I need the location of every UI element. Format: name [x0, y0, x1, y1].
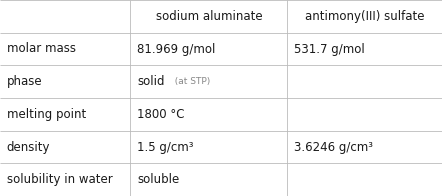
- Text: molar mass: molar mass: [7, 43, 76, 55]
- Text: 81.969 g/mol: 81.969 g/mol: [137, 43, 215, 55]
- Text: solid: solid: [137, 75, 164, 88]
- Text: (at STP): (at STP): [169, 77, 210, 86]
- Text: phase: phase: [7, 75, 42, 88]
- Text: 1800 °C: 1800 °C: [137, 108, 184, 121]
- Text: 1.5 g/cm³: 1.5 g/cm³: [137, 141, 194, 153]
- Text: melting point: melting point: [7, 108, 86, 121]
- Text: solubility in water: solubility in water: [7, 173, 112, 186]
- Text: 3.6246 g/cm³: 3.6246 g/cm³: [294, 141, 373, 153]
- Text: 531.7 g/mol: 531.7 g/mol: [294, 43, 365, 55]
- Text: antimony(III) sulfate: antimony(III) sulfate: [305, 10, 424, 23]
- Text: soluble: soluble: [137, 173, 179, 186]
- Text: density: density: [7, 141, 50, 153]
- Text: sodium aluminate: sodium aluminate: [156, 10, 262, 23]
